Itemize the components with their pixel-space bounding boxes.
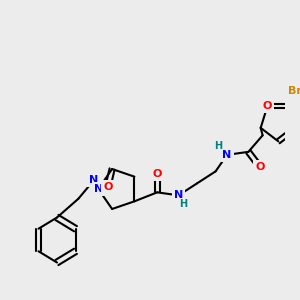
Text: N: N [222, 150, 232, 160]
Text: Br: Br [288, 86, 300, 96]
Text: O: O [263, 101, 272, 111]
Text: H: H [214, 141, 223, 151]
Text: O: O [152, 169, 162, 179]
Text: N: N [174, 190, 183, 200]
Text: N: N [94, 184, 103, 194]
Text: H: H [179, 199, 187, 209]
Text: N: N [89, 175, 99, 185]
Text: O: O [103, 182, 112, 192]
Text: O: O [255, 162, 265, 172]
